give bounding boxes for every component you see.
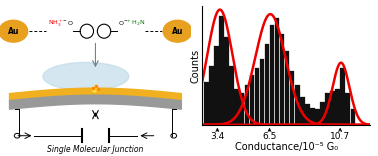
Polygon shape — [93, 85, 98, 92]
Bar — [234, 89, 239, 125]
Text: Au: Au — [172, 27, 183, 36]
Bar — [285, 51, 290, 125]
Text: $^-$O: $^-$O — [62, 19, 74, 27]
Bar — [265, 44, 269, 125]
Bar — [219, 16, 224, 125]
Bar — [345, 93, 350, 125]
Polygon shape — [9, 95, 181, 109]
Bar — [245, 85, 249, 125]
Bar — [300, 97, 305, 125]
Bar — [240, 93, 244, 125]
Ellipse shape — [43, 62, 129, 90]
Bar — [315, 109, 320, 125]
Bar — [249, 75, 254, 125]
Text: NH$_3^+$: NH$_3^+$ — [48, 18, 63, 29]
Text: O$^-$: O$^-$ — [118, 19, 129, 27]
Text: Au: Au — [8, 27, 19, 36]
Polygon shape — [9, 88, 181, 101]
Bar — [325, 93, 330, 125]
Bar — [320, 102, 325, 125]
Bar — [305, 105, 310, 125]
Bar — [229, 66, 234, 125]
Text: $^+$H$_2$N: $^+$H$_2$N — [126, 19, 145, 28]
Bar — [335, 89, 340, 125]
Bar — [280, 34, 284, 125]
Bar — [209, 66, 214, 125]
X-axis label: Conductance/10⁻⁵ G₀: Conductance/10⁻⁵ G₀ — [235, 142, 338, 152]
Bar — [214, 46, 219, 125]
Bar — [204, 82, 209, 125]
Ellipse shape — [0, 20, 28, 42]
Bar — [310, 108, 314, 125]
Bar — [341, 68, 345, 125]
Y-axis label: Counts: Counts — [191, 49, 201, 83]
Bar — [330, 91, 335, 125]
Bar — [260, 59, 264, 125]
Bar — [275, 17, 279, 125]
Bar — [255, 68, 259, 125]
Bar — [295, 85, 299, 125]
Text: Single Molecular Junction: Single Molecular Junction — [47, 145, 144, 154]
Bar — [350, 109, 355, 125]
Bar — [290, 71, 294, 125]
Bar — [270, 25, 274, 125]
Bar — [225, 37, 229, 125]
Ellipse shape — [163, 20, 192, 42]
